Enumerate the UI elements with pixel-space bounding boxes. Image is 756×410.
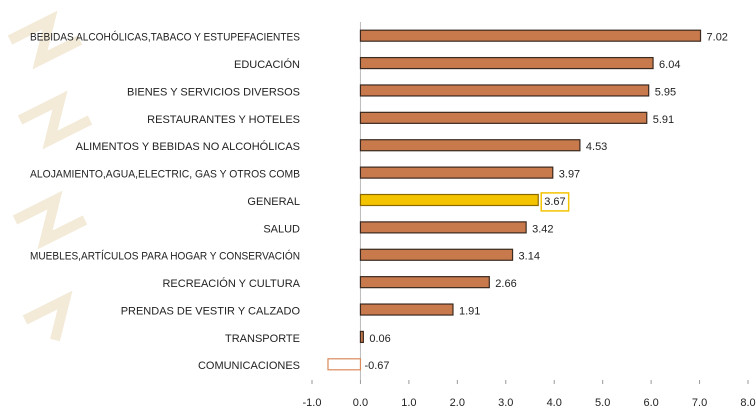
x-tick-label: 2.0 xyxy=(450,397,465,409)
bar xyxy=(359,248,514,261)
y-tick-label: MUEBLES,ARTÍCULOS PARA HOGAR Y CONSERVAC… xyxy=(30,250,300,263)
bar xyxy=(359,303,454,316)
bar xyxy=(359,56,654,70)
bar xyxy=(359,111,648,124)
bar xyxy=(327,358,362,371)
y-tick-label: COMUNICACIONES xyxy=(198,360,300,372)
bar xyxy=(359,29,702,42)
bar xyxy=(359,276,490,289)
bar xyxy=(359,84,650,97)
x-tick-label: 4.0 xyxy=(547,397,562,409)
value-label: 3.97 xyxy=(559,169,580,181)
watermark xyxy=(7,10,93,342)
bar xyxy=(359,166,554,179)
value-label: 0.06 xyxy=(369,333,390,345)
x-tick-label: 8.0 xyxy=(740,397,755,409)
x-tick-label: 7.0 xyxy=(692,397,707,409)
bar xyxy=(359,330,364,344)
y-tick-label: PRENDAS DE VESTIR Y CALZADO xyxy=(121,305,301,317)
y-tick-label: ALOJAMIENTO,AGUA,ELECTRIC, GAS Y OTROS C… xyxy=(30,169,300,181)
x-tick-label: -1.0 xyxy=(303,397,322,409)
value-label: 4.53 xyxy=(586,141,607,153)
value-label: 3.42 xyxy=(532,223,553,235)
y-tick-label: RESTAURANTES Y HOTELES xyxy=(147,114,300,126)
x-tick-label: 6.0 xyxy=(643,397,658,409)
value-label: 6.04 xyxy=(659,59,680,71)
y-tick-label: BIENES Y SERVICIOS DIVERSOS xyxy=(127,86,300,98)
bar xyxy=(359,221,527,234)
y-tick-label: RECREACIÓN Y CULTURA xyxy=(162,277,300,290)
value-label: 7.02 xyxy=(707,32,728,44)
bar xyxy=(359,193,539,207)
y-tick-label: EDUCACIÓN xyxy=(234,58,300,71)
value-label: 5.95 xyxy=(655,86,676,98)
value-label: 2.66 xyxy=(495,278,516,290)
x-tick-label: 3.0 xyxy=(498,397,513,409)
value-label: 5.91 xyxy=(653,114,674,126)
y-tick-label: TRANSPORTE xyxy=(225,333,300,345)
x-tick-label: 0.0 xyxy=(353,397,368,409)
x-tick-label: 5.0 xyxy=(595,397,610,409)
y-tick-label: SALUD xyxy=(263,223,300,235)
y-tick-label: BEBIDAS ALCOHÓLICAS,TABACO Y ESTUPEFACIE… xyxy=(30,31,300,44)
x-tick-label: 1.0 xyxy=(401,397,416,409)
value-label: 1.91 xyxy=(459,305,480,317)
y-tick-label: ALIMENTOS Y BEBIDAS NO ALCOHÓLICAS xyxy=(76,140,300,153)
value-label: 3.67 xyxy=(544,196,565,208)
value-label: 3.14 xyxy=(519,251,540,263)
highlight-box xyxy=(540,192,570,212)
bar xyxy=(359,139,581,152)
value-label: -0.67 xyxy=(364,360,389,372)
y-tick-label: GENERAL xyxy=(247,196,300,208)
